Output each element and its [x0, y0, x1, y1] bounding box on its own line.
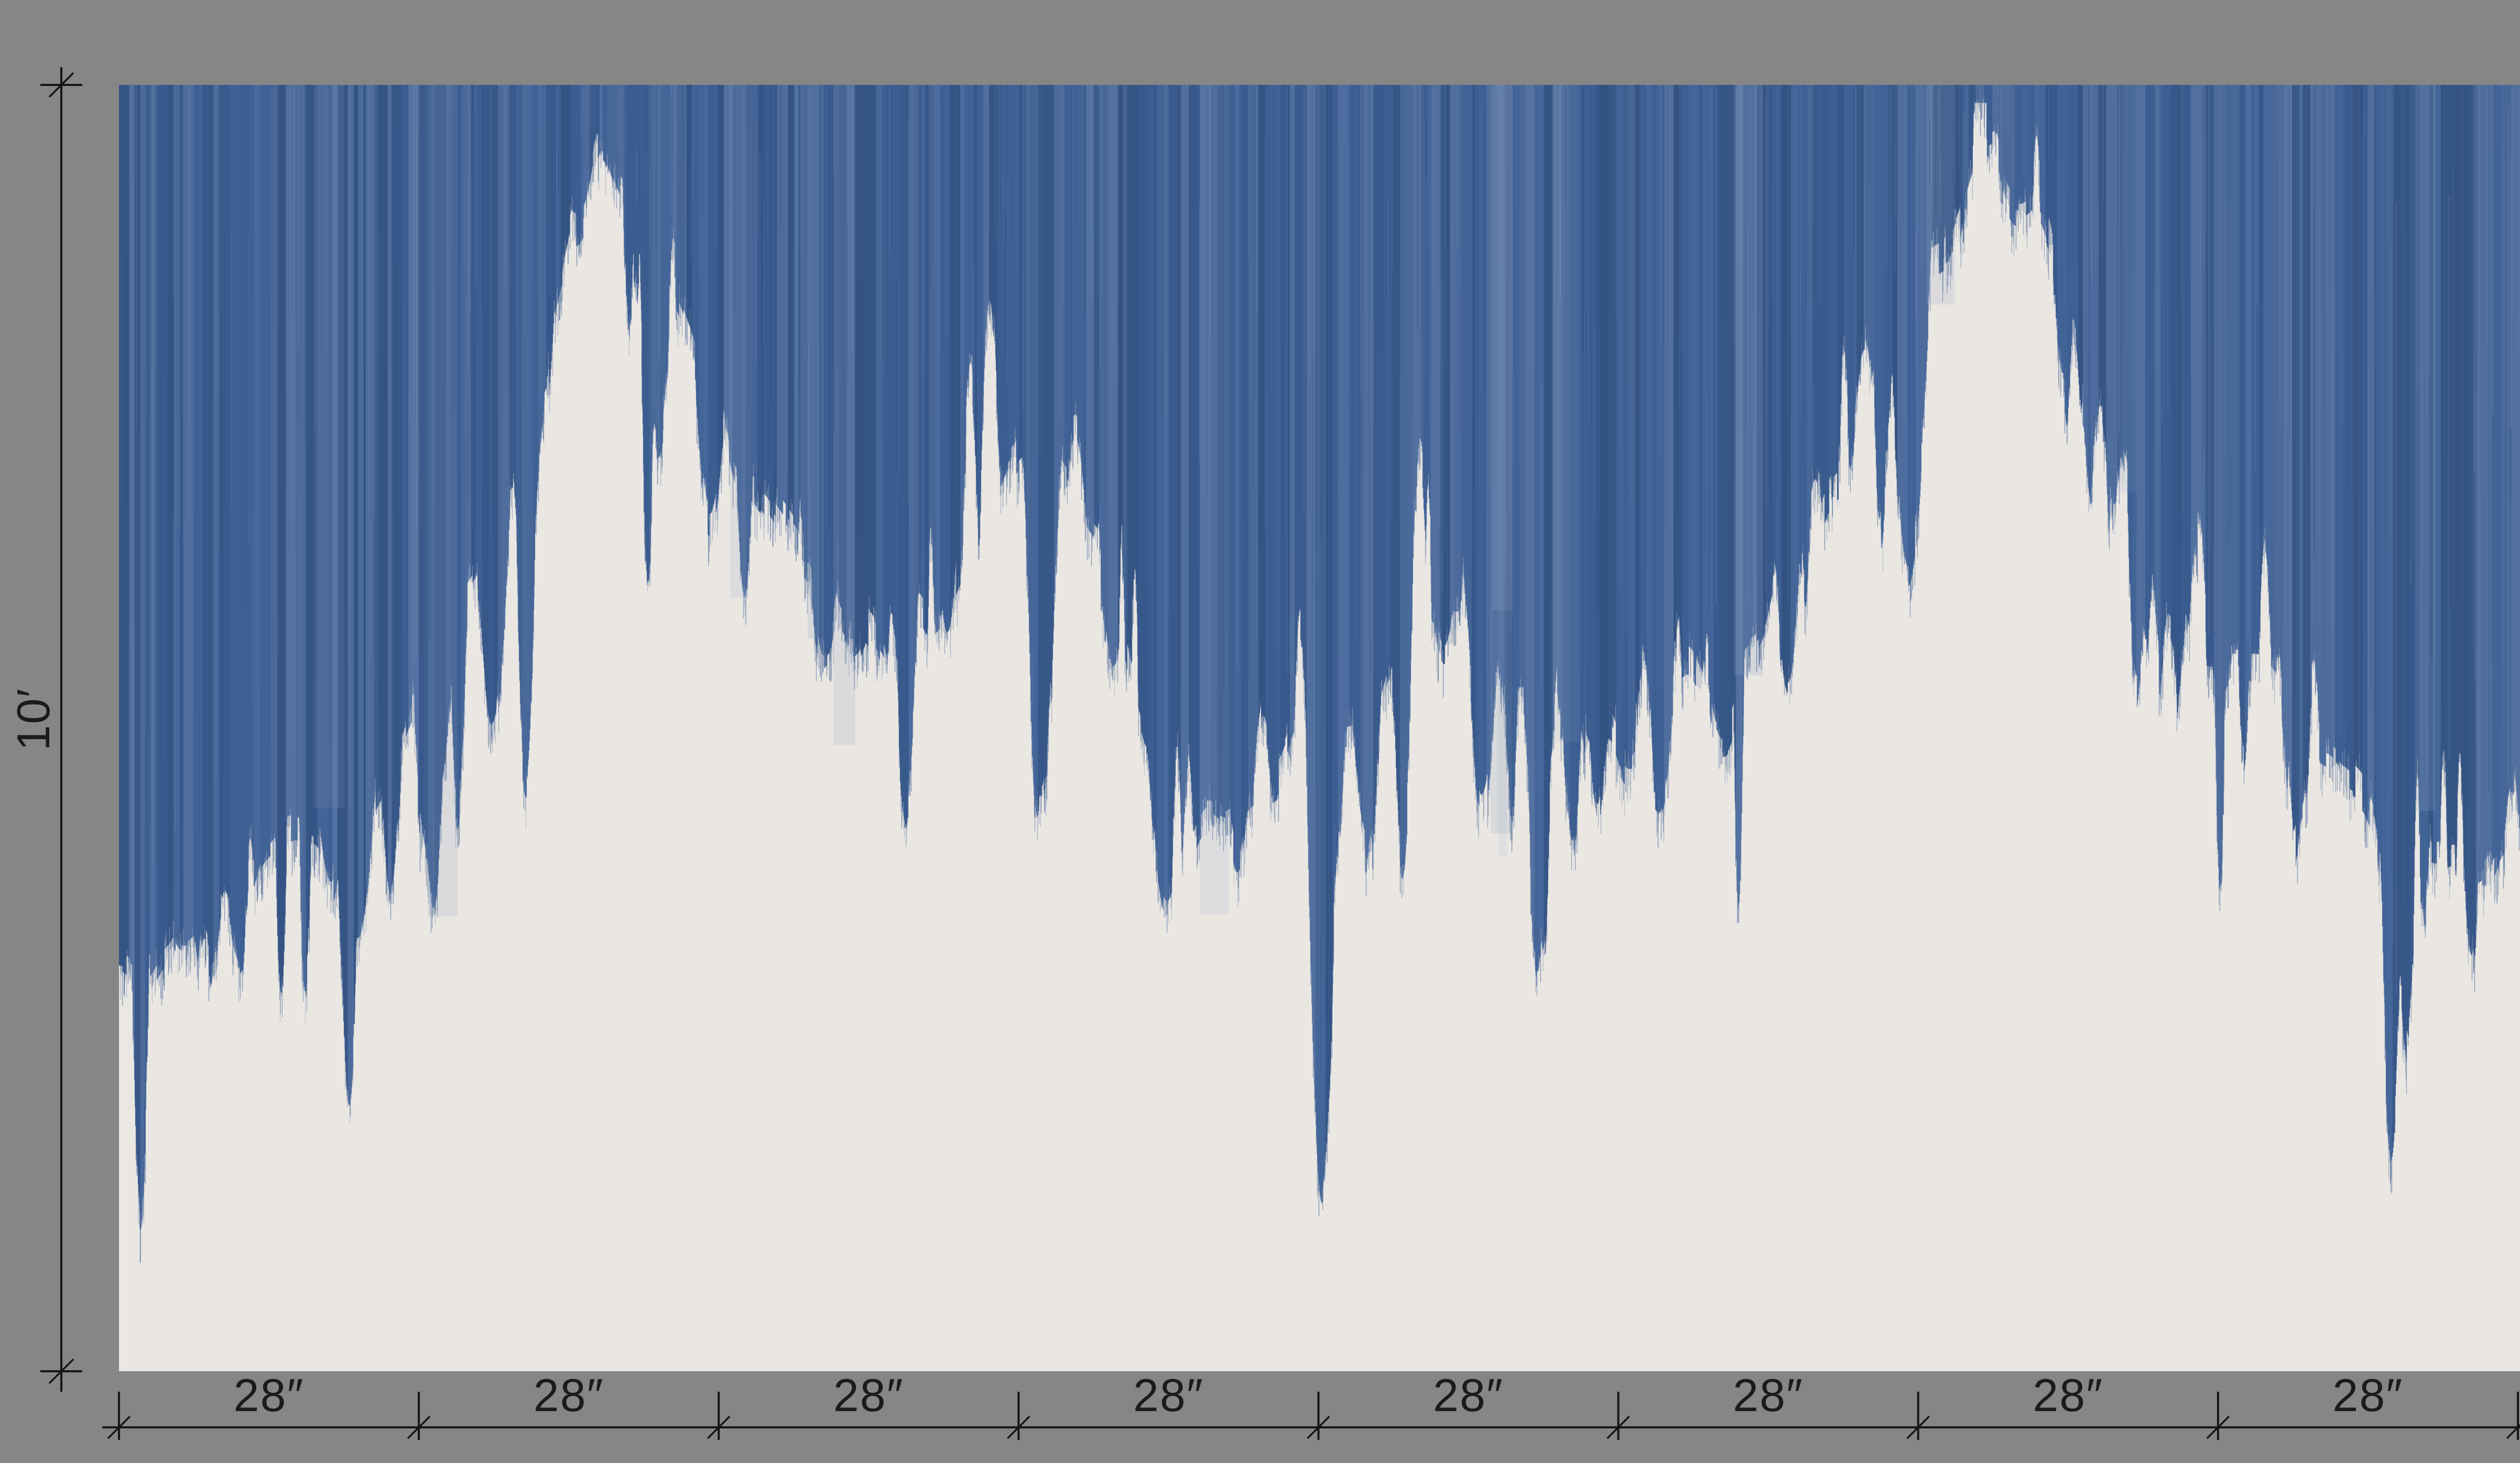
- paint-brushstroke-artwork: [119, 85, 2520, 1371]
- dimension-label: 28″: [1733, 1369, 1804, 1421]
- dimension-label: 28″: [533, 1369, 604, 1421]
- dimension-label: 28″: [2033, 1369, 2104, 1421]
- dimension-label: 28″: [1133, 1369, 1204, 1421]
- dimension-label: 28″: [833, 1369, 904, 1421]
- dimension-label: 28″: [1433, 1369, 1504, 1421]
- dimension-label: 28″: [233, 1369, 305, 1421]
- mural-panel: [119, 85, 2520, 1371]
- dimension-label: 28″: [2332, 1369, 2404, 1421]
- vertical-dimension-label: 10′: [7, 687, 59, 751]
